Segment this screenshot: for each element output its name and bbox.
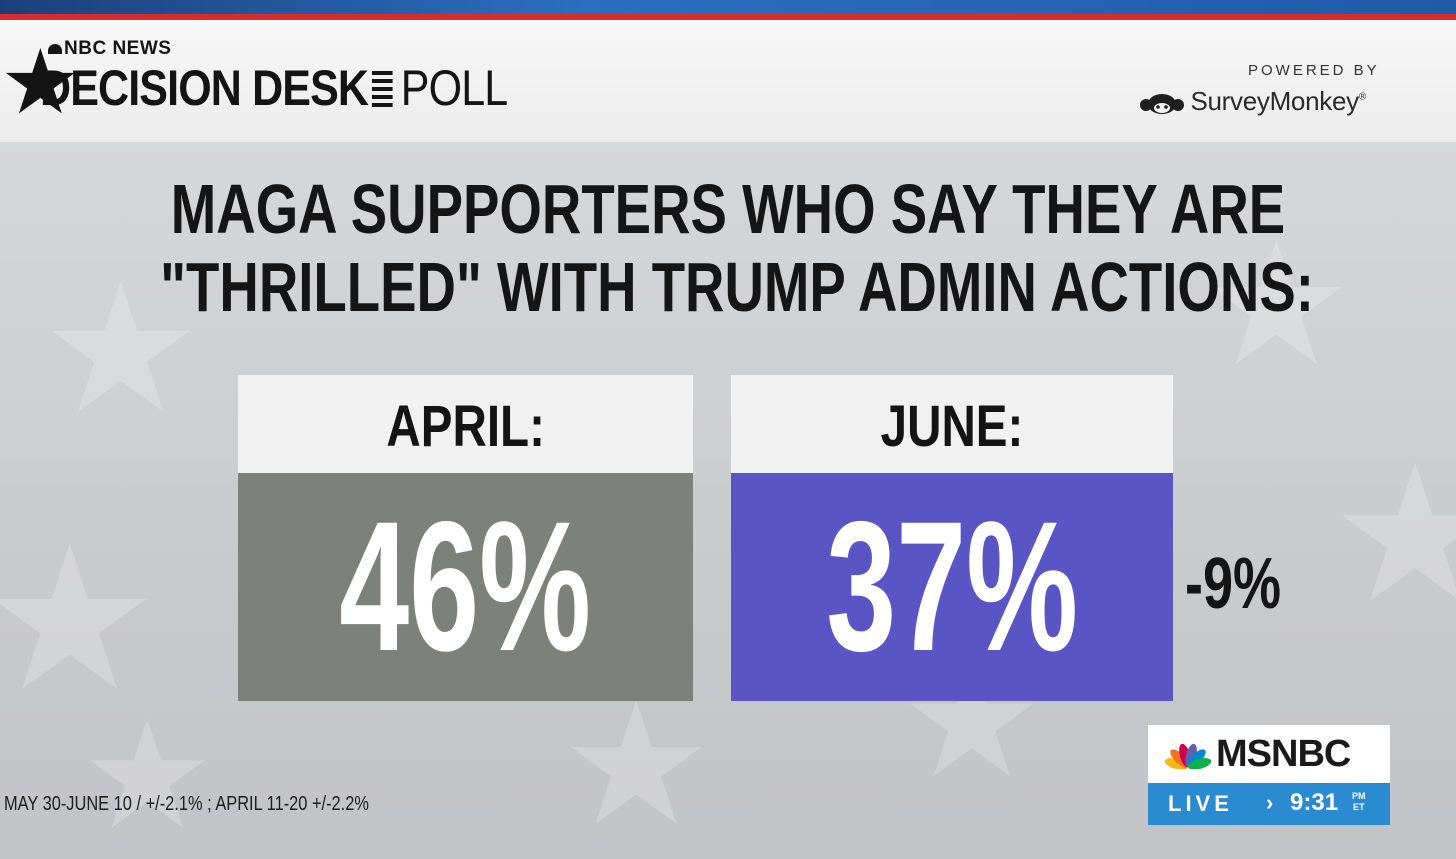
- live-bar: LIVE › 9:31 PM ET: [1148, 783, 1390, 825]
- ampm-label: PM: [1352, 791, 1366, 801]
- background-star-icon: ★: [1330, 429, 1456, 641]
- nbc-news-logo: NBC NEWS: [48, 38, 171, 60]
- april-label: APRIL:: [386, 394, 545, 459]
- background-star-icon: ★: [1200, 210, 1353, 400]
- msnbc-label: MSNBC: [1216, 733, 1351, 775]
- red-rule: [0, 14, 1456, 20]
- decision-desk-bars-icon: [371, 67, 393, 107]
- headline-line-2: "THRILLED" WITH TRUMP ADMIN ACTIONS:: [160, 248, 1314, 326]
- surveymonkey-logo: SurveyMonkey®: [1138, 86, 1366, 122]
- poll-label: POLL: [400, 60, 508, 116]
- april-value: 46%: [339, 484, 592, 690]
- time-suffix: PM ET: [1352, 791, 1366, 813]
- headline: MAGA SUPPORTERS WHO SAY THEY ARE "THRILL…: [0, 170, 1456, 326]
- april-value-box: 46%: [238, 473, 693, 701]
- april-label-box: APRIL:: [238, 375, 693, 473]
- msnbc-bug: MSNBC: [1148, 725, 1390, 783]
- peacock-icon: [1164, 743, 1212, 769]
- poll-footnote: MAY 30-JUNE 10 / +/-2.1% ; APRIL 11-20 +…: [4, 793, 369, 815]
- background-star-icon: ★: [80, 691, 215, 859]
- change-value: -9%: [1185, 544, 1282, 624]
- june-card: JUNE: 37%: [731, 375, 1173, 701]
- surveymonkey-icon: [1140, 93, 1184, 114]
- surveymonkey-label: SurveyMonkey: [1190, 86, 1359, 116]
- chevron-right-icon: ›: [1266, 790, 1274, 815]
- header-bar: [0, 20, 1456, 142]
- live-time: 9:31: [1290, 789, 1339, 816]
- headline-line-1: MAGA SUPPORTERS WHO SAY THEY ARE: [170, 170, 1286, 248]
- live-label: LIVE: [1168, 791, 1233, 816]
- april-card: APRIL: 46%: [238, 375, 693, 701]
- june-label-box: JUNE:: [731, 375, 1173, 473]
- timezone-label: ET: [1352, 802, 1365, 812]
- june-value: 37%: [826, 484, 1078, 690]
- nbc-news-label: NBC NEWS: [64, 38, 172, 59]
- june-label: JUNE:: [880, 394, 1024, 459]
- june-value-box: 37%: [731, 473, 1173, 701]
- registered-mark: ®: [1358, 91, 1367, 103]
- background-star-icon: ★: [40, 249, 202, 450]
- powered-by-label: POWERED BY: [1248, 62, 1380, 79]
- background-star-icon: ★: [560, 670, 713, 859]
- decision-desk-label: DECISION DESK: [40, 60, 369, 116]
- decision-desk-logo: DECISION DESK POLL: [40, 60, 508, 116]
- screen-bezel: [0, 0, 1456, 14]
- decision-desk-star-icon: ★: [0, 30, 81, 135]
- nbc-peacock-icon: [48, 43, 62, 54]
- background-star-icon: ★: [0, 508, 160, 731]
